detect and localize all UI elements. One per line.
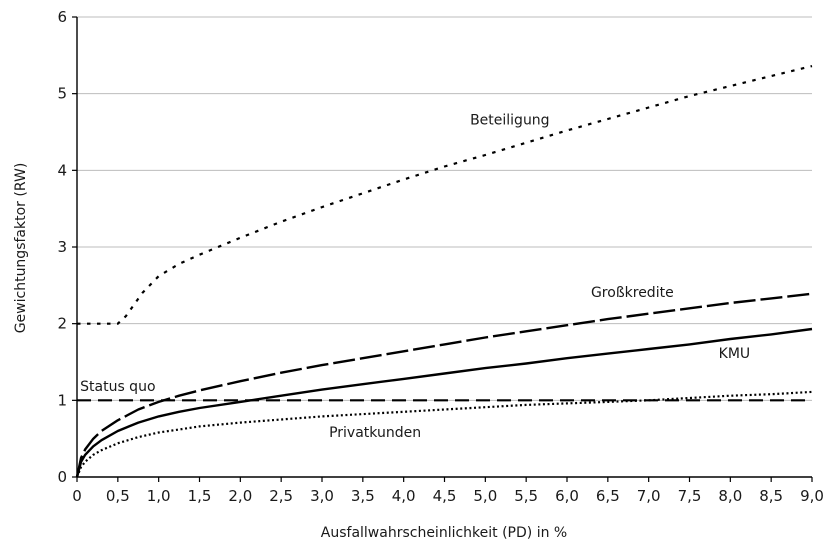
axes	[72, 16, 813, 482]
x-tick-label: 4,5	[433, 487, 457, 505]
series-annotations: Beteiligung Großkredite KMU Status quo Priva…	[80, 112, 750, 441]
y-tick-label: 0	[57, 468, 67, 486]
x-tick-label: 9,0	[800, 487, 824, 505]
annotation-label: Großkredite	[591, 285, 674, 301]
x-tick-label: 5,5	[514, 487, 538, 505]
y-tick-label: 3	[57, 238, 67, 256]
x-tick-label: 1,5	[188, 487, 212, 505]
y-tick-labels: 0 1 2 3 4 5 6	[57, 8, 67, 486]
x-tick-label: 3,5	[351, 487, 375, 505]
series-line-kmu	[75, 327, 813, 478]
series-line-beteiligung	[77, 65, 813, 325]
x-tick-label: 6,0	[555, 487, 579, 505]
y-tick-label: 5	[57, 85, 67, 103]
x-tick-label: 7,5	[678, 487, 702, 505]
x-tick-labels: 0 0,5 1,0 1,5 2,0 2,5 3,0 3,5 4,0 4,5 5,0 5,5 6,0 6,5…	[72, 487, 824, 505]
x-tick-label: 5,0	[473, 487, 497, 505]
x-tick-label: 4,0	[392, 487, 416, 505]
x-tick-label: 8,5	[759, 487, 783, 505]
y-axis-title: Gewichtungsfaktor (RW)	[13, 163, 29, 334]
annotation-label: Beteiligung	[470, 112, 550, 128]
x-tick-label: 8,0	[718, 487, 742, 505]
y-tick-label: 1	[57, 391, 67, 409]
x-tick-label: 3,0	[310, 487, 334, 505]
x-tick-label: 0,5	[106, 487, 130, 505]
x-axis-title: Ausfallwahrscheinlichkeit (PD) in %	[321, 525, 567, 541]
x-tick-label: 1,0	[147, 487, 171, 505]
x-tick-label: 2,0	[228, 487, 252, 505]
annotation-label: Status quo	[80, 379, 155, 395]
y-tick-label: 2	[57, 315, 67, 333]
series-line-gro-kredite	[75, 292, 813, 478]
annotation-label: KMU	[719, 346, 751, 362]
y-tick-label: 4	[57, 161, 67, 179]
x-tick-label: 7,0	[637, 487, 661, 505]
series-line-privatkunden	[75, 390, 813, 478]
x-tick-label: 2,5	[269, 487, 293, 505]
x-tick-label: 6,5	[596, 487, 620, 505]
y-tick-label: 6	[57, 8, 67, 26]
annotation-label: Privatkunden	[329, 425, 421, 441]
x-tick-label: 0	[72, 487, 82, 505]
series-lines	[75, 65, 813, 478]
